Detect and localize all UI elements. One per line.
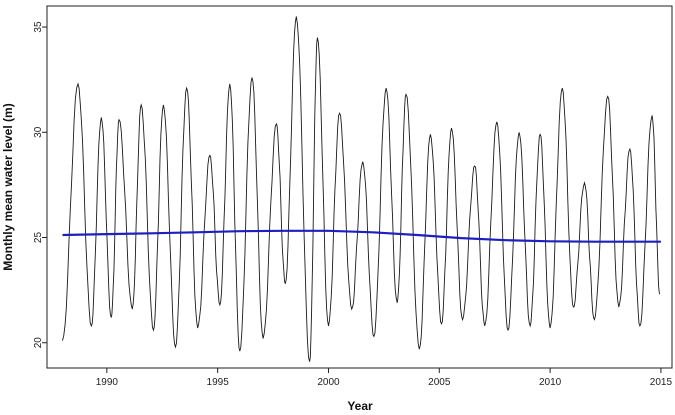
x-tick-label: 2005	[428, 377, 451, 388]
x-tick-label: 2015	[650, 377, 673, 388]
trend-line	[62, 229, 661, 243]
x-tick-label: 1990	[96, 377, 119, 388]
x-tick-label: 2010	[539, 377, 562, 388]
y-tick-label: 20	[33, 337, 44, 349]
y-tick-label: 30	[33, 126, 44, 138]
x-tick-label: 1995	[207, 377, 230, 388]
y-axis: 20 25 30 35	[33, 21, 47, 348]
x-axis-title: Year	[347, 399, 373, 413]
y-axis-title: Monthly mean water level (m)	[1, 103, 15, 270]
x-axis: 1990 1995 2000 2005 2010 2015	[96, 368, 673, 388]
x-tick-label: 2000	[317, 377, 340, 388]
water-level-series-line	[62, 16, 661, 362]
y-tick-label: 25	[33, 232, 44, 244]
plot-frame	[46, 5, 673, 369]
y-tick-label: 35	[33, 21, 44, 33]
